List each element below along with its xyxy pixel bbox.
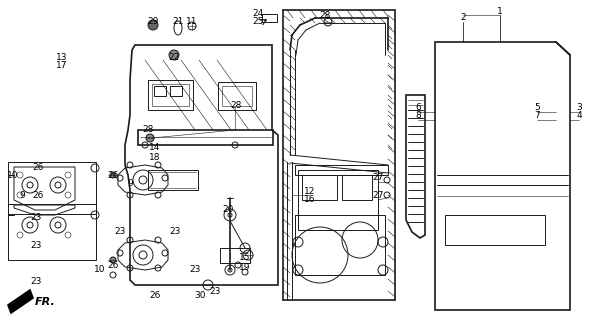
Text: 11: 11 [187, 18, 198, 27]
Circle shape [110, 257, 116, 263]
Polygon shape [8, 290, 33, 313]
Text: 16: 16 [304, 196, 316, 204]
Text: 28: 28 [320, 12, 331, 20]
Text: 23: 23 [114, 228, 126, 236]
Text: 23: 23 [30, 276, 42, 285]
Text: 19: 19 [239, 263, 251, 273]
Circle shape [169, 50, 179, 60]
Text: 23: 23 [189, 266, 201, 275]
Text: 28: 28 [230, 100, 242, 109]
Text: 14: 14 [149, 143, 161, 153]
Text: 4: 4 [576, 111, 582, 121]
Circle shape [148, 20, 158, 30]
Text: 9: 9 [19, 191, 25, 201]
Bar [445, 215, 545, 245]
Text: 20: 20 [222, 205, 233, 214]
Bar [220, 248, 250, 263]
Bar [148, 170, 198, 190]
Text: 26: 26 [149, 291, 161, 300]
Text: 23: 23 [30, 213, 42, 222]
Text: 24: 24 [252, 10, 264, 19]
Text: 6: 6 [415, 103, 421, 113]
Text: 27: 27 [372, 173, 384, 182]
Text: 26: 26 [32, 164, 44, 172]
Text: 25: 25 [252, 18, 264, 27]
Text: 17: 17 [56, 60, 68, 69]
Bar [295, 215, 385, 275]
Text: 21: 21 [172, 18, 184, 27]
Bar [148, 80, 193, 110]
Text: 23: 23 [209, 287, 221, 297]
Text: 18: 18 [149, 154, 161, 163]
Text: 26: 26 [108, 171, 119, 180]
Text: 8: 8 [415, 111, 421, 121]
Bar [8, 204, 96, 260]
Circle shape [146, 134, 154, 142]
Text: 1: 1 [497, 7, 503, 17]
Text: 2: 2 [460, 13, 466, 22]
Text: 9: 9 [127, 179, 133, 188]
Text: 22: 22 [168, 53, 179, 62]
Bar [295, 165, 388, 175]
Bar [138, 130, 273, 145]
Bar [170, 86, 182, 96]
Text: 28: 28 [143, 125, 154, 134]
Text: 3: 3 [576, 103, 582, 113]
Bar [154, 86, 166, 96]
Text: 15: 15 [239, 253, 251, 262]
Text: 23: 23 [169, 228, 181, 236]
Text: 13: 13 [56, 52, 68, 61]
Circle shape [110, 172, 116, 178]
Bar [298, 170, 378, 230]
Text: 27: 27 [372, 191, 384, 201]
Text: 7: 7 [534, 111, 540, 121]
Bar [262, 14, 277, 22]
Text: 26: 26 [108, 260, 119, 269]
Text: 10: 10 [94, 266, 106, 275]
Text: 30: 30 [194, 291, 206, 300]
Text: 5: 5 [534, 103, 540, 113]
Bar [152, 84, 189, 106]
Text: 12: 12 [304, 188, 315, 196]
Bar [342, 175, 372, 200]
Text: 29: 29 [147, 18, 159, 27]
Text: 23: 23 [30, 242, 42, 251]
Text: FR.: FR. [35, 297, 56, 307]
Bar [302, 175, 337, 200]
Bar [222, 86, 252, 106]
Bar [8, 162, 96, 214]
Bar [218, 82, 256, 110]
Text: 10: 10 [7, 171, 19, 180]
Text: 26: 26 [32, 191, 44, 201]
